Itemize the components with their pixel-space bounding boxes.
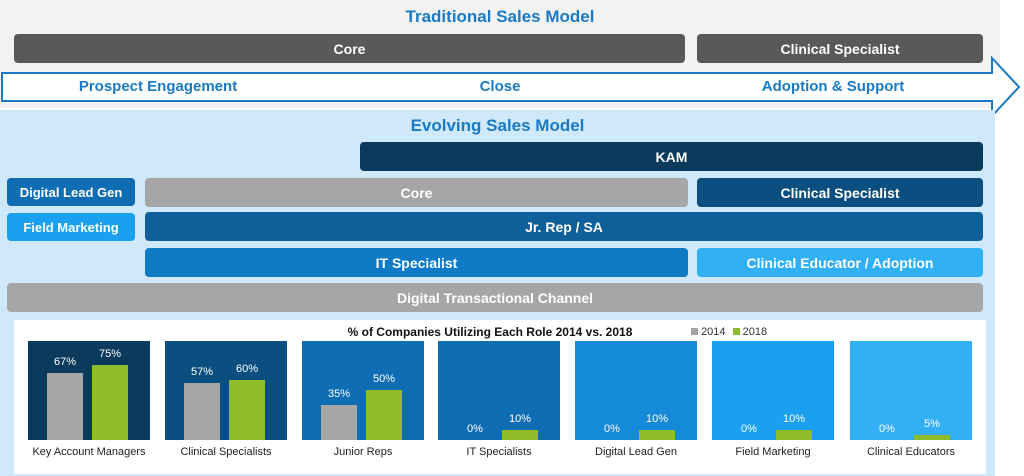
bar-2014-key-account-managers [47, 373, 83, 440]
chart-panel-clinical-educators [850, 341, 972, 440]
digital-lead-gen-box: Digital Lead Gen [7, 178, 135, 206]
bar-2018-field-marketing [776, 430, 812, 440]
value-label-2014-field-marketing: 0% [741, 423, 757, 435]
value-label-2014-clinical-specialists: 57% [190, 366, 214, 378]
category-label-junior-reps: Junior Reps [333, 446, 393, 458]
value-label-2014-it-specialists: 0% [467, 423, 483, 435]
bar-2018-clinical-educators [914, 435, 950, 440]
legend-label-2014: 2014 [701, 326, 726, 338]
category-label-clinical-educators: Clinical Educators [866, 446, 956, 458]
legend-label-2018: 2018 [742, 326, 768, 338]
process-arrow [1, 55, 1021, 119]
value-label-2014-junior-reps: 35% [327, 388, 351, 400]
category-label-it-specialists: IT Specialists [466, 446, 532, 458]
value-label-2018-key-account-managers: 75% [98, 348, 122, 360]
clinical-educator-bar: Clinical Educator / Adoption [697, 248, 983, 277]
kam-bar: KAM [360, 142, 983, 171]
bar-2018-digital-lead-gen [639, 430, 675, 440]
traditional-model-title: Traditional Sales Model [405, 7, 595, 26]
digital-transactional-channel-bar: Digital Transactional Channel [7, 283, 983, 312]
bar-2018-junior-reps [366, 390, 402, 440]
stage-close: Close [479, 78, 521, 95]
jr-rep-bar: Jr. Rep / SA [145, 212, 983, 241]
bar-2018-it-specialists [502, 430, 538, 440]
chart-panel-field-marketing [712, 341, 834, 440]
chart-title: % of Companies Utilizing Each Role 2014 … [347, 325, 633, 339]
clinical-specialist-bar: Clinical Specialist [697, 178, 983, 207]
value-label-2014-key-account-managers: 67% [53, 356, 77, 368]
bar-2014-junior-reps [321, 405, 357, 440]
stage-adoption-support: Adoption & Support [761, 78, 905, 95]
stage-prospect-engagement: Prospect Engagement [78, 78, 238, 95]
value-label-2018-digital-lead-gen: 10% [645, 413, 669, 425]
legend-swatch-2018 [732, 328, 740, 335]
bar-2018-key-account-managers [92, 365, 128, 440]
chart-legend: 2014 2018 [691, 326, 767, 338]
traditional-core-bar: Core [14, 34, 685, 63]
value-label-2018-clinical-specialists: 60% [235, 363, 259, 375]
value-label-2018-junior-reps: 50% [372, 373, 396, 385]
bar-2014-clinical-specialists [184, 383, 220, 440]
chart-panel-it-specialists [438, 341, 560, 440]
evolving-model-title: Evolving Sales Model [410, 116, 585, 135]
chart-panel-digital-lead-gen [575, 341, 697, 440]
legend-swatch-2014 [691, 328, 698, 335]
value-label-2018-clinical-educators: 5% [924, 418, 940, 430]
traditional-clinical-specialist-bar: Clinical Specialist [697, 34, 983, 63]
it-specialist-bar: IT Specialist [145, 248, 688, 277]
value-label-2014-clinical-educators: 0% [879, 423, 895, 435]
value-label-2014-digital-lead-gen: 0% [604, 423, 620, 435]
category-label-field-marketing: Field Marketing [735, 446, 811, 458]
value-label-2018-field-marketing: 10% [782, 413, 806, 425]
category-label-digital-lead-gen: Digital Lead Gen [595, 446, 677, 458]
core-bar: Core [145, 178, 688, 207]
value-label-2018-it-specialists: 10% [508, 413, 532, 425]
bar-2018-clinical-specialists [229, 380, 265, 440]
category-label-clinical-specialists: Clinical Specialists [180, 446, 272, 458]
category-label-key-account-managers: Key Account Managers [32, 446, 146, 458]
field-marketing-box: Field Marketing [7, 213, 135, 241]
